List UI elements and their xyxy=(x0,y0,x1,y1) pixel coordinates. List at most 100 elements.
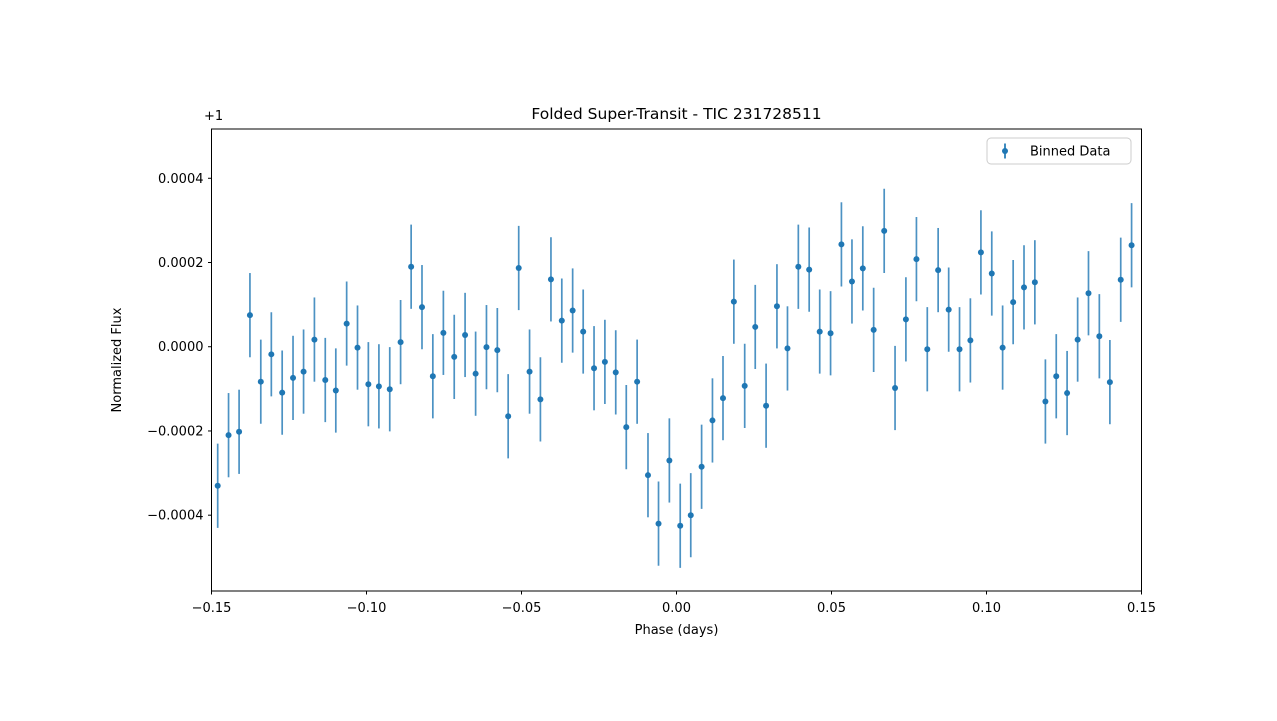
data-marker xyxy=(558,317,565,324)
legend-label: Binned Data xyxy=(1030,145,1110,160)
data-point xyxy=(1117,237,1124,322)
data-point xyxy=(408,224,415,309)
data-point xyxy=(1010,259,1017,345)
data-point xyxy=(709,378,716,463)
data-point xyxy=(924,307,931,392)
data-point xyxy=(848,239,855,324)
data-marker xyxy=(386,386,393,393)
data-marker xyxy=(236,428,243,435)
data-marker xyxy=(429,373,436,380)
data-marker xyxy=(591,365,598,372)
data-marker xyxy=(913,256,920,263)
data-marker xyxy=(1117,276,1124,283)
data-point xyxy=(784,306,791,391)
data-point xyxy=(354,305,361,390)
data-marker xyxy=(902,316,909,323)
data-marker xyxy=(956,346,963,353)
legend: Binned Data xyxy=(986,137,1132,165)
data-point xyxy=(569,268,576,353)
x-tick-label: −0.10 xyxy=(347,601,387,616)
data-marker xyxy=(515,264,522,271)
data-marker xyxy=(451,353,458,360)
x-tick-label: 0.10 xyxy=(972,601,1001,616)
data-marker xyxy=(1010,299,1017,306)
data-marker xyxy=(225,432,232,439)
data-marker xyxy=(257,378,264,385)
data-marker xyxy=(300,368,307,375)
data-marker xyxy=(505,413,512,420)
data-point xyxy=(311,297,318,382)
y-axis-offset-text: +1 xyxy=(204,109,223,124)
data-point xyxy=(612,330,619,415)
data-marker xyxy=(343,320,350,327)
data-marker xyxy=(720,395,726,402)
data-point xyxy=(730,259,737,344)
y-tick-label: 0.0004 xyxy=(158,172,204,187)
data-point xyxy=(526,329,533,414)
data-point xyxy=(257,339,264,424)
data-marker xyxy=(859,265,866,272)
data-marker xyxy=(935,267,942,274)
data-marker xyxy=(462,331,469,338)
data-point xyxy=(687,473,694,558)
data-point xyxy=(537,357,544,442)
data-point xyxy=(698,424,705,509)
data-point xyxy=(956,307,963,392)
data-marker xyxy=(816,328,823,335)
data-marker xyxy=(988,270,995,277)
y-tick-label: −0.0004 xyxy=(147,509,203,524)
data-marker xyxy=(892,385,899,392)
errorbar-marker-icon xyxy=(1002,143,1008,159)
data-point xyxy=(429,334,436,419)
data-point xyxy=(290,335,297,421)
data-point xyxy=(505,374,512,459)
data-point xyxy=(214,443,221,528)
data-point xyxy=(795,224,802,309)
data-marker xyxy=(526,368,533,375)
data-point xyxy=(741,343,748,429)
data-marker xyxy=(634,378,641,385)
data-point xyxy=(977,210,984,295)
data-marker xyxy=(1064,390,1071,397)
data-series xyxy=(214,188,1135,568)
data-point xyxy=(462,292,469,378)
data-marker xyxy=(418,304,425,311)
data-point xyxy=(515,225,522,311)
data-marker xyxy=(472,370,479,377)
data-point xyxy=(1053,334,1060,419)
data-point xyxy=(902,277,909,362)
data-point xyxy=(677,483,684,568)
data-marker xyxy=(784,345,791,352)
data-marker xyxy=(494,347,501,354)
x-tick-label: 0.00 xyxy=(662,601,691,616)
data-marker xyxy=(827,330,834,337)
data-point xyxy=(870,287,877,373)
data-point xyxy=(967,298,974,383)
data-point xyxy=(1042,359,1049,444)
data-marker xyxy=(806,266,813,273)
data-point xyxy=(418,265,425,350)
data-marker xyxy=(999,344,1006,351)
data-point xyxy=(279,350,286,435)
data-marker xyxy=(881,227,888,234)
data-marker xyxy=(666,457,673,464)
data-point xyxy=(1021,245,1028,330)
data-point xyxy=(806,227,813,312)
data-marker xyxy=(773,303,780,310)
data-point xyxy=(1085,251,1092,336)
data-point xyxy=(935,227,942,313)
data-marker xyxy=(644,472,651,479)
data-marker xyxy=(967,337,974,344)
data-point xyxy=(1064,350,1071,436)
data-point xyxy=(913,217,920,302)
data-marker xyxy=(1096,333,1103,340)
data-point xyxy=(859,226,866,311)
data-point xyxy=(375,344,382,429)
data-point xyxy=(580,289,587,374)
data-marker xyxy=(375,383,382,390)
data-point xyxy=(558,278,565,363)
data-marker xyxy=(1106,379,1113,386)
data-point xyxy=(547,237,554,322)
data-marker xyxy=(537,396,544,403)
data-marker xyxy=(569,307,576,314)
